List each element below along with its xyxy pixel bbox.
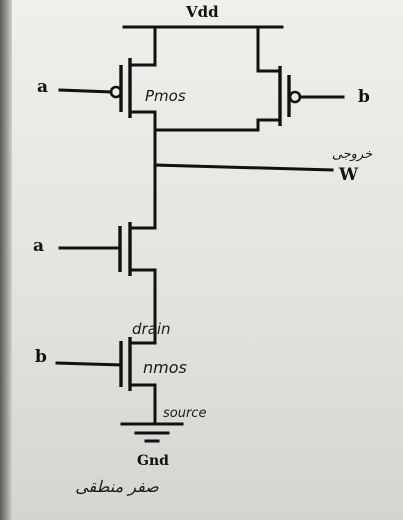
output-wire [153, 163, 334, 172]
nmos-transistor-a [58, 222, 157, 337]
source-label: source [163, 406, 206, 421]
input-a-top-wire [58, 88, 113, 94]
input-b-top-label: b [358, 87, 370, 107]
paper-edge [0, 0, 12, 520]
pmos-label: Pmos [145, 87, 186, 105]
ground-symbol [120, 422, 184, 443]
output-note: خروجی [332, 147, 373, 162]
vdd-label: Vdd [185, 3, 219, 21]
input-a-bottom-label: a [33, 236, 44, 256]
nmos-label: nmos [143, 358, 187, 377]
input-b-bottom-label: b [35, 347, 47, 367]
input-a-top-label: a [37, 77, 48, 97]
gnd-note: صفر منطقی [75, 477, 159, 496]
input-b-bottom-wire [55, 361, 123, 367]
drain-label: drain [132, 320, 171, 338]
output-label: W [338, 165, 359, 185]
pmos-transistor-b [256, 25, 345, 132]
pmos-transistor-a [58, 25, 157, 132]
nmos-transistor-b [55, 333, 157, 424]
gnd-label: Gnd [137, 453, 169, 469]
